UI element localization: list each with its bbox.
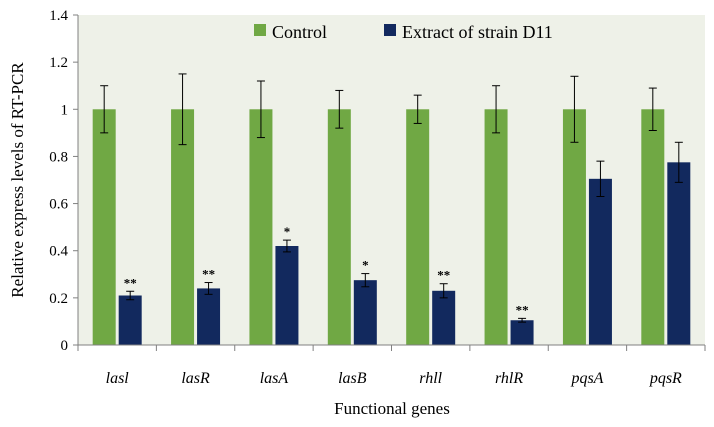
y-axis-title: Relative express levels of RT-PCR (8, 62, 27, 298)
y-tick-label: 0.2 (49, 291, 68, 307)
significance-label: ** (202, 267, 215, 282)
bar-extract (197, 288, 221, 345)
y-tick-label: 0 (61, 338, 69, 354)
x-axis-ticks (77, 345, 706, 351)
x-axis-title: Functional genes (334, 399, 450, 418)
bar-extract (667, 162, 691, 345)
legend-label-extract: Extract of strain D11 (402, 22, 553, 42)
bar-control (327, 109, 351, 346)
bar-extract (118, 295, 142, 345)
y-tick-label: 0.4 (49, 244, 68, 260)
bar-extract (510, 320, 534, 345)
x-tick-label: rhlR (495, 370, 523, 387)
x-tick-label: lasl (106, 370, 130, 387)
significance-label: * (284, 224, 291, 239)
legend-swatch-control (254, 24, 266, 36)
x-tick-label: pqsR (649, 370, 682, 387)
x-tick-label: lasR (181, 370, 210, 387)
bar-extract (275, 246, 299, 345)
x-axis-labels: lasl lasR lasA lasB rhll rhlR pqsA pqsR (106, 370, 682, 387)
legend-label-control: Control (272, 22, 327, 42)
y-axis-ticks: 0 0.2 0.4 0.6 0.8 1 1.2 1.4 (49, 8, 78, 354)
bar-control (484, 109, 508, 346)
x-tick-label: rhll (419, 370, 442, 387)
bar-control (406, 109, 430, 346)
y-tick-label: 1.4 (49, 8, 68, 24)
error-bars (100, 73, 683, 323)
x-tick-label: lasB (338, 370, 367, 387)
significance-label: ** (516, 302, 529, 317)
y-tick-label: 1.2 (49, 55, 68, 71)
bars (92, 109, 691, 346)
bar-control (562, 109, 586, 346)
significance-label: * (362, 258, 369, 273)
bar-control (249, 109, 273, 346)
bar-extract (588, 178, 612, 345)
y-tick-label: 0.6 (49, 197, 68, 213)
bar-control (171, 109, 195, 346)
bar-control (641, 109, 665, 346)
legend-swatch-extract (384, 24, 396, 36)
x-tick-label: pqsA (570, 370, 603, 387)
bar-extract (432, 290, 456, 345)
significance-label: ** (437, 268, 450, 283)
x-tick-label: lasA (260, 370, 289, 387)
significance-annotations: ********** (124, 224, 529, 317)
bar-control (92, 109, 116, 346)
significance-label: ** (124, 275, 137, 290)
y-tick-label: 0.8 (49, 149, 68, 165)
bar-extract (353, 280, 377, 345)
legend: Control Extract of strain D11 (254, 22, 553, 42)
y-tick-label: 1 (61, 102, 69, 118)
